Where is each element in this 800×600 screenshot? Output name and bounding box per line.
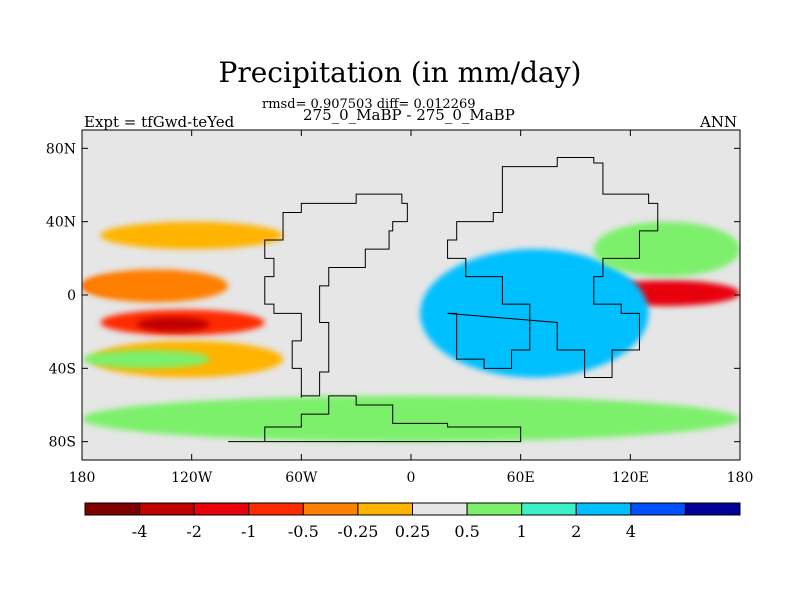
colorbar-label: -4	[132, 522, 148, 541]
colorbar: -4 -2 -1 -0.5 -0.25 0.25 0.5 1 2 4	[84, 502, 741, 541]
colorbar-box	[139, 502, 195, 516]
chart-title: Precipitation (in mm/day)	[218, 56, 582, 89]
field-south-green	[82, 395, 740, 442]
colorbar-label: 4	[626, 522, 636, 541]
colorbar-label: 0.5	[454, 522, 479, 541]
experiment-label: Expt = tfGwd-teYed	[84, 113, 235, 131]
precipitation-field-layer	[82, 221, 740, 442]
chart-subtitle: 275_0_MaBP - 275_0_MaBP	[303, 106, 515, 124]
x-tick-label: 60W	[285, 470, 318, 486]
y-tick-label: 80N	[46, 141, 76, 157]
x-tick-label: 180	[727, 470, 754, 486]
colorbar-box	[193, 502, 250, 516]
x-tick-label: 120W	[171, 470, 213, 486]
colorbar-box	[575, 502, 632, 516]
colorbar-box	[630, 502, 686, 516]
x-tick-label: 180	[69, 470, 96, 486]
field-pacific-south-core	[136, 317, 210, 332]
continent-antarctica	[228, 395, 522, 443]
colorbar-box	[302, 502, 359, 516]
y-axis: 80N 40N 0 40S 80S	[46, 141, 740, 451]
field-asia-cyan	[420, 249, 649, 378]
x-tick-label: 60E	[507, 470, 535, 486]
colorbar-label: -0.5	[288, 522, 319, 541]
colorbar-label: -1	[241, 522, 257, 541]
colorbar-label: -2	[186, 522, 202, 541]
colorbar-box	[684, 502, 741, 516]
y-tick-label: 80S	[49, 435, 76, 451]
field-pacific-north-orange	[82, 269, 229, 303]
colorbar-label: 2	[571, 522, 581, 541]
continent-outline-layer	[228, 157, 659, 443]
x-tick-label: 0	[407, 470, 416, 486]
stats-line: rmsd= 0.907503 diff= 0.012269	[262, 97, 476, 112]
colorbar-box	[466, 502, 523, 516]
colorbar-box	[248, 502, 304, 516]
field-south-pacific-green	[82, 350, 210, 369]
colorbar-box	[521, 502, 577, 516]
colorbar-label: 1	[517, 522, 527, 541]
colorbar-label: -0.25	[337, 522, 378, 541]
continent-africa-eurasia	[447, 157, 659, 378]
colorbar-label: 0.25	[395, 522, 431, 541]
colorbar-box	[357, 502, 413, 516]
season-label: ANN	[700, 113, 738, 131]
field-pacific-midlat-north	[100, 221, 284, 250]
colorbar-box	[412, 502, 468, 516]
field-asia-north-green	[593, 221, 740, 277]
colorbar-box	[84, 502, 141, 516]
x-axis: 180 120W 60W 0 60E 120E 180	[69, 130, 754, 486]
x-tick-label: 120E	[612, 470, 649, 486]
y-tick-label: 0	[67, 288, 76, 304]
continent-americas	[264, 193, 408, 398]
y-tick-label: 40N	[46, 215, 76, 231]
y-tick-label: 40S	[49, 361, 76, 377]
